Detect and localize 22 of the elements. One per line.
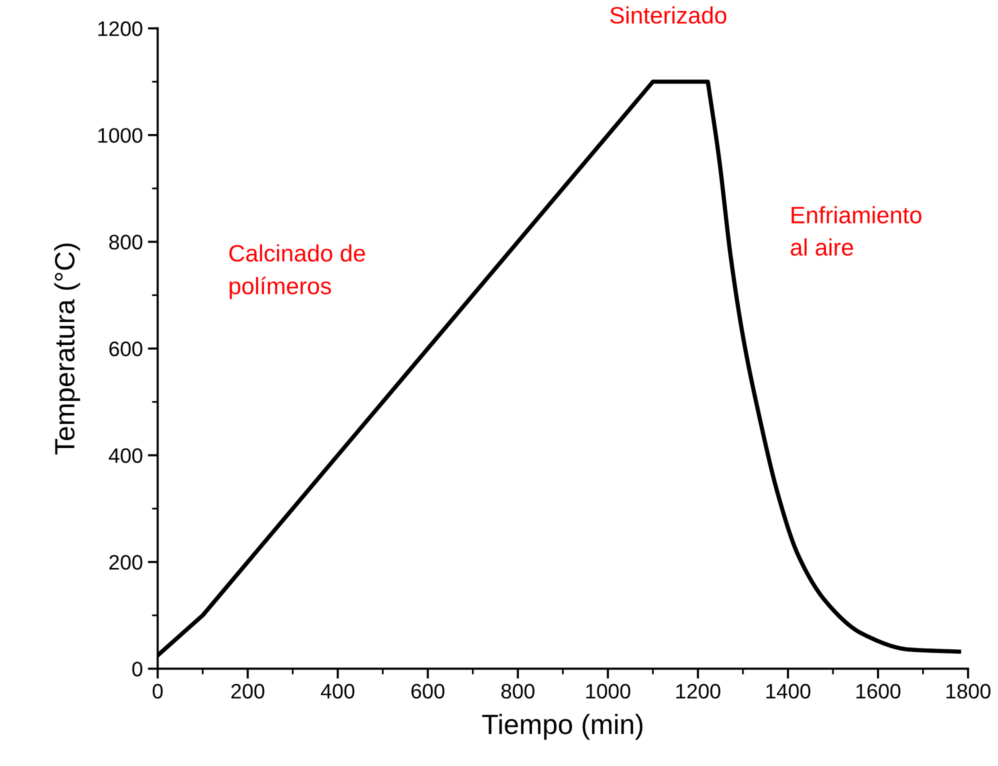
x-tick-label: 400 <box>320 684 354 699</box>
y-axis-title: Temperatura (°C) <box>54 244 80 455</box>
x-tick-label: 800 <box>501 684 534 699</box>
y-tick-label: 600 <box>109 342 142 356</box>
y-tick-label: 1000 <box>98 128 142 143</box>
text: Sinterizado <box>610 6 726 24</box>
x-tick-label: 1200 <box>676 684 720 699</box>
x-tick-label: 0 <box>152 684 163 699</box>
y-tick-label: 1200 <box>98 21 142 36</box>
x-tick-label: 1400 <box>766 684 810 699</box>
x-tick-label: 200 <box>231 684 264 699</box>
annotation: Calcinado de polímeros <box>229 244 365 300</box>
y-tick-label: 200 <box>109 554 142 570</box>
x-tick-label: 1000 <box>586 684 630 699</box>
y-tick-label: 0 <box>132 662 142 676</box>
y-tick-label: 400 <box>108 448 142 464</box>
x-tick-label: 600 <box>411 684 444 699</box>
y-tick-label: 800 <box>109 234 142 250</box>
x-tick-label: 1600 <box>856 684 900 699</box>
annotation: Enfriamiento al aire <box>790 206 922 256</box>
x-tick-label: 1800 <box>946 684 990 699</box>
x-axis-title: Tiempo (min) <box>482 714 642 740</box>
